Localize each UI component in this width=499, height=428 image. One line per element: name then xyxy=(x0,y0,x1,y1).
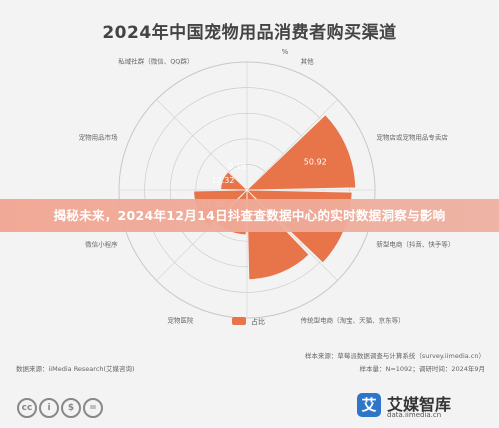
legend-swatch xyxy=(232,317,246,325)
bar-value-label: 50.92 xyxy=(304,158,327,167)
brand-logo-icon: 艾 xyxy=(357,393,381,417)
grid-spoke xyxy=(246,99,338,191)
category-label: 新型电商（抖音、快手等） xyxy=(376,240,454,249)
nd-icon: = xyxy=(83,398,103,418)
bar-wedge xyxy=(245,114,357,191)
sample-size: 样本量：N=1092；调研时间：2024年9月 xyxy=(359,365,485,373)
category-label: 宠物店或宠物用品专卖店 xyxy=(376,132,448,141)
grid-spoke xyxy=(156,99,248,191)
nc-icon: $ xyxy=(61,398,81,418)
brand-name: 艾媒智库 xyxy=(387,395,452,414)
unit-label: % xyxy=(282,48,289,56)
by-icon: i xyxy=(39,398,59,418)
license-badges: cc i $ = xyxy=(17,398,103,418)
category-label: 宠物医院 xyxy=(167,315,194,324)
legend-label: 占比 xyxy=(251,317,265,326)
overlay-banner: 揭秘未来，2024年12月14日抖查查数据中心的实时数据洞察与影响 xyxy=(0,199,499,232)
category-label: 传统型电商（淘宝、天猫、京东等） xyxy=(301,315,405,324)
cc-icon: cc xyxy=(17,398,37,418)
bar-wedge xyxy=(220,171,249,191)
sample-source: 样本来源：草莓派数据调查与计算系统（survey.iimedia.cn） xyxy=(304,352,485,360)
chart-title: 2024年中国宠物用品消费者购买渠道 xyxy=(102,23,397,43)
category-label: 其他 xyxy=(301,57,315,66)
brand-block: 艾 艾媒智库 data.iimedia.cn xyxy=(357,391,487,423)
category-label: 宠物用品市场 xyxy=(79,132,119,141)
data-source: 数据来源：iiMedia Research(艾媒咨询) xyxy=(16,365,135,373)
bar-wedge xyxy=(244,187,248,192)
bar-value-label: 12.32 xyxy=(212,176,235,185)
brand-url: data.iimedia.cn xyxy=(387,411,442,419)
category-label: 微信小程序 xyxy=(85,240,118,249)
category-label: 私域社群（微信、QQ群） xyxy=(118,57,193,66)
bar-value-label: 0.18 xyxy=(228,162,246,171)
